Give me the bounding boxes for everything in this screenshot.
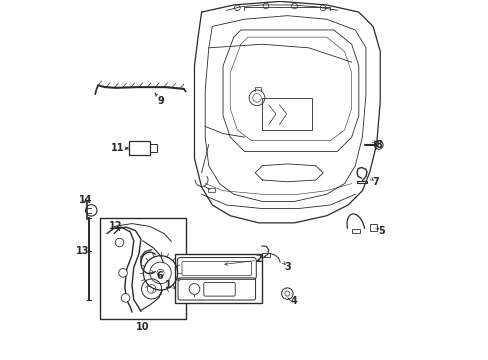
Text: 1: 1 [164,280,171,291]
Text: 2: 2 [255,254,262,264]
Circle shape [121,294,130,302]
Bar [207,188,215,192]
Text: 14: 14 [79,195,92,205]
Text: 3: 3 [284,262,291,272]
Text: 9: 9 [157,96,163,107]
Bar [261,98,311,130]
Text: 5: 5 [378,226,385,236]
Text: 10: 10 [136,322,149,332]
Bar [100,217,185,319]
Circle shape [119,269,127,277]
Bar [129,141,150,155]
Text: 7: 7 [372,177,379,187]
Text: 12: 12 [108,221,122,231]
Bar [369,224,376,231]
Bar [261,252,269,257]
Text: 6: 6 [156,271,163,281]
Bar [142,263,150,268]
Bar [175,254,262,303]
Bar [351,229,359,233]
Text: 11: 11 [111,143,124,153]
Bar [150,144,156,152]
Text: 4: 4 [290,296,297,306]
Text: 8: 8 [374,140,381,150]
Circle shape [115,238,123,247]
Text: 13: 13 [76,247,89,256]
